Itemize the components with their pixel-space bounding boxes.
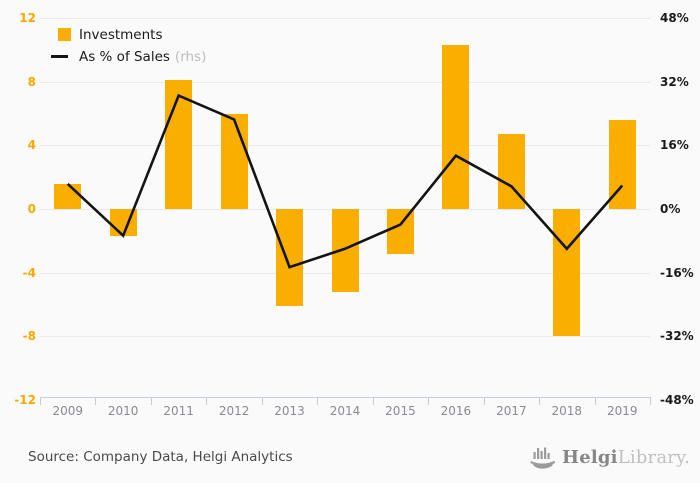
- legend-swatch-column: [50, 28, 72, 41]
- gridline: [40, 145, 650, 147]
- y-axis-label-left: 4: [27, 138, 36, 153]
- x-axis-line: [40, 397, 650, 398]
- legend-label-pct-of-sales: As % of Sales: [79, 48, 170, 65]
- x-axis-label: 2009: [52, 404, 83, 418]
- x-axis-label: 2019: [606, 404, 638, 418]
- x-axis-tick: [261, 397, 263, 405]
- helgi-library-logo: HelgiLibrary.: [529, 444, 690, 471]
- x-axis-tick: [483, 397, 485, 405]
- gridline: [40, 81, 650, 83]
- y-axis-label-left: 0: [27, 202, 36, 216]
- bar-2018: [553, 209, 581, 337]
- legend-label-rhs-suffix: (rhs): [174, 48, 207, 65]
- x-axis-tick: [594, 397, 596, 405]
- bar-2014: [331, 209, 359, 292]
- x-axis-tick: [206, 397, 208, 405]
- x-axis-label: 2012: [218, 404, 250, 418]
- y-axis-label-right: 32%: [660, 74, 689, 89]
- y-axis-label-left: -8: [22, 329, 36, 344]
- y-axis-label-right: 0%: [660, 202, 681, 216]
- x-axis-label: 2018: [551, 404, 583, 418]
- bar-2010: [109, 209, 137, 237]
- y-axis-label-right: 16%: [660, 138, 689, 153]
- gridline: [40, 18, 650, 19]
- x-axis-tick: [428, 397, 430, 405]
- x-axis-tick: [40, 397, 41, 405]
- y-axis-label-right: -48%: [660, 393, 694, 407]
- x-axis-label: 2014: [329, 404, 361, 418]
- logo-text: HelgiLibrary.: [562, 447, 690, 468]
- bar-2009: [54, 183, 82, 209]
- legend-item-pct-of-sales: As % of Sales (rhs): [50, 48, 206, 65]
- x-axis-label: 2015: [385, 404, 416, 418]
- x-axis-label: 2010: [107, 404, 139, 418]
- source-text: Source: Company Data, Helgi Analytics: [28, 449, 293, 465]
- legend-swatch-column: [50, 55, 72, 58]
- bar-2017: [497, 134, 525, 209]
- y-axis-label-left: 8: [27, 74, 36, 89]
- x-axis-label: 2011: [163, 404, 194, 418]
- x-axis-tick: [539, 397, 541, 405]
- y-axis-label-right: 48%: [660, 11, 689, 25]
- x-axis-label: 2013: [274, 404, 305, 418]
- y-axis-label-right: -32%: [660, 329, 694, 344]
- x-axis-tick: [317, 397, 319, 405]
- bar-2015: [386, 209, 414, 254]
- legend: Investments As % of Sales (rhs): [50, 26, 206, 65]
- legend-label-investments: Investments: [79, 26, 163, 43]
- y-axis-label-left: -12: [14, 393, 36, 407]
- viking-ship-bar-chart-icon: [530, 447, 556, 469]
- x-axis-label: 2016: [440, 404, 472, 418]
- y-axis-label-right: -16%: [660, 265, 694, 280]
- x-axis-tick: [95, 397, 97, 405]
- pct-of-sales-line-swatch-icon: [51, 55, 68, 58]
- gridline: [40, 336, 650, 338]
- investments-bar-swatch-icon: [58, 28, 71, 41]
- bar-2016: [442, 45, 470, 209]
- x-axis-tick: [150, 397, 152, 405]
- bar-2013: [276, 209, 304, 307]
- y-axis-label-left: -4: [22, 265, 36, 280]
- chart-footer: Source: Company Data, Helgi Analytics He…: [0, 440, 700, 483]
- y-axis-label-left: 12: [19, 11, 36, 25]
- x-axis-tick: [650, 397, 651, 405]
- bar-2019: [608, 119, 636, 209]
- logo-text-library: Library.: [617, 447, 690, 468]
- x-axis-tick: [372, 397, 374, 405]
- legend-item-investments: Investments: [50, 26, 206, 43]
- plot-area: Investments As % of Sales (rhs) 12 8 4 0 -4 -…: [14, 11, 694, 418]
- bar-2012: [220, 113, 248, 209]
- logo-text-helgi: Helgi: [561, 447, 618, 468]
- x-axis-label: 2017: [496, 404, 527, 418]
- bar-2011: [165, 80, 193, 209]
